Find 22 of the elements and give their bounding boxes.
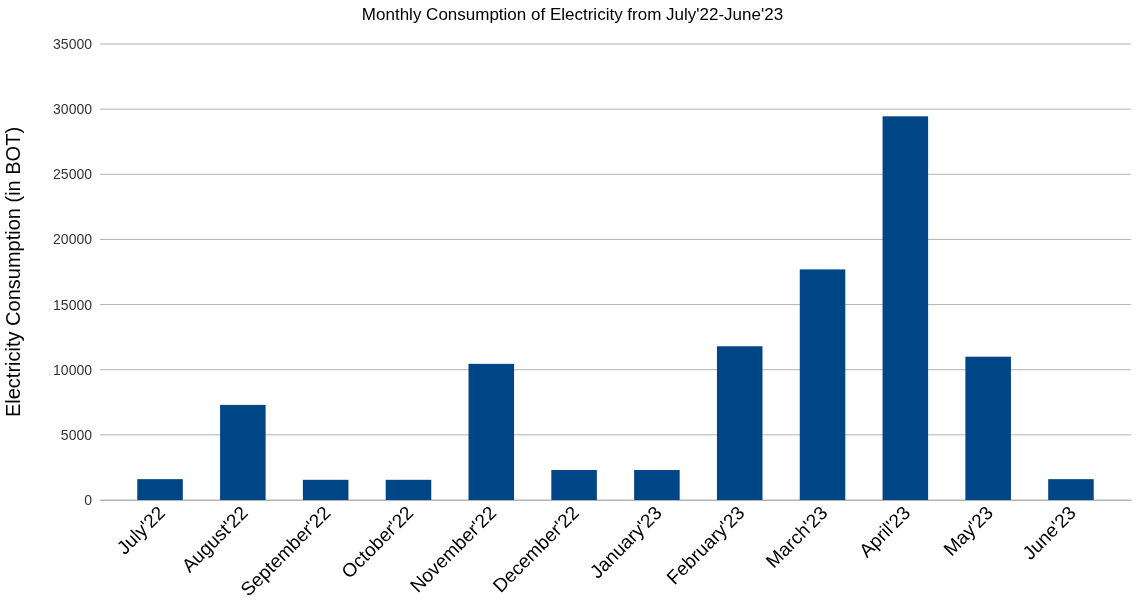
bar: [302, 479, 349, 500]
y-tick-label: 15000: [53, 296, 93, 313]
y-tick-label: 10000: [53, 361, 93, 378]
y-tick-label: 20000: [53, 231, 93, 248]
y-axis-title: Electricity Consumption (in BOT): [2, 126, 24, 418]
bar: [799, 269, 846, 500]
bar: [965, 356, 1011, 500]
y-tick-label: 30000: [53, 101, 93, 118]
bar: [137, 479, 183, 500]
y-tick-label: 0: [84, 491, 93, 508]
chart-title: Monthly Consumption of Electricity from July'22-June'23: [361, 5, 784, 24]
y-tick-label: 25000: [53, 166, 93, 183]
bar: [220, 404, 266, 500]
bar: [882, 116, 929, 500]
bar: [385, 479, 432, 500]
bar: [716, 346, 763, 500]
y-tick-label: 5000: [60, 426, 93, 443]
bar: [634, 470, 680, 500]
y-tick-label: 35000: [53, 35, 93, 52]
bar: [468, 363, 515, 500]
bar: [551, 470, 597, 500]
bar: [1048, 479, 1094, 500]
